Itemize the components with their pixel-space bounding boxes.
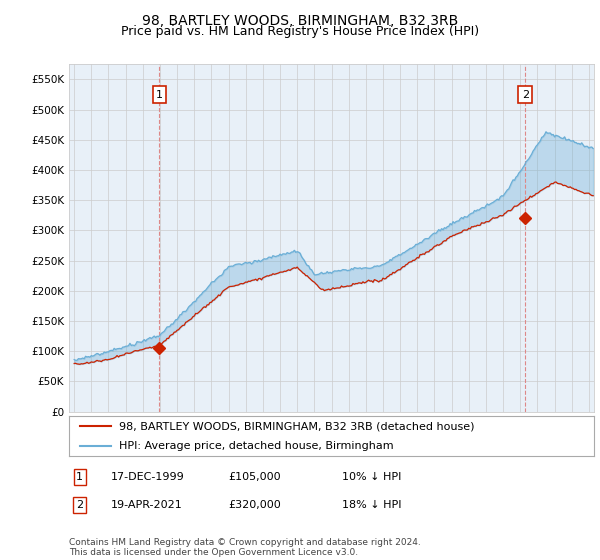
Text: £320,000: £320,000 — [228, 500, 281, 510]
Text: 18% ↓ HPI: 18% ↓ HPI — [342, 500, 401, 510]
Text: HPI: Average price, detached house, Birmingham: HPI: Average price, detached house, Birm… — [119, 441, 394, 451]
Text: £105,000: £105,000 — [228, 472, 281, 482]
Text: 2: 2 — [521, 90, 529, 100]
Text: 2: 2 — [76, 500, 83, 510]
Text: Contains HM Land Registry data © Crown copyright and database right 2024.
This d: Contains HM Land Registry data © Crown c… — [69, 538, 421, 557]
Text: 98, BARTLEY WOODS, BIRMINGHAM, B32 3RB: 98, BARTLEY WOODS, BIRMINGHAM, B32 3RB — [142, 14, 458, 28]
Text: 1: 1 — [156, 90, 163, 100]
Text: 17-DEC-1999: 17-DEC-1999 — [111, 472, 185, 482]
Text: 98, BARTLEY WOODS, BIRMINGHAM, B32 3RB (detached house): 98, BARTLEY WOODS, BIRMINGHAM, B32 3RB (… — [119, 421, 475, 431]
Text: 1: 1 — [76, 472, 83, 482]
Text: 10% ↓ HPI: 10% ↓ HPI — [342, 472, 401, 482]
Text: Price paid vs. HM Land Registry's House Price Index (HPI): Price paid vs. HM Land Registry's House … — [121, 25, 479, 38]
Text: 19-APR-2021: 19-APR-2021 — [111, 500, 183, 510]
